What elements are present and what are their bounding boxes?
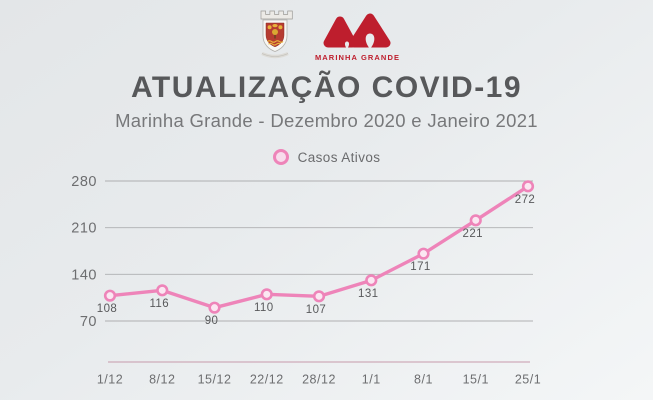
page-title: ATUALIZAÇÃO COVID-19: [130, 71, 523, 104]
page-subtitle: Marinha Grande - Dezembro 2020 e Janeiro…: [115, 110, 538, 131]
chart-legend: Casos Ativos: [0, 149, 653, 165]
svg-text:15/1: 15/1: [463, 373, 489, 387]
logo-row: MARINHA GRANDE: [0, 8, 653, 64]
svg-text:108: 108: [97, 303, 117, 315]
svg-text:70: 70: [80, 314, 97, 330]
svg-text:15/12: 15/12: [198, 373, 232, 387]
svg-text:221: 221: [463, 228, 483, 240]
marinha-grande-logo: MARINHA GRANDE: [314, 12, 402, 62]
svg-text:140: 140: [71, 267, 97, 283]
marinha-grande-m-icon: [323, 13, 390, 49]
svg-text:8/1: 8/1: [414, 373, 433, 387]
logo-wordmark: MARINHA GRANDE: [314, 53, 401, 62]
svg-text:171: 171: [410, 261, 430, 273]
svg-text:90: 90: [205, 315, 219, 327]
svg-text:107: 107: [306, 304, 326, 316]
municipal-crest-icon: [260, 10, 293, 59]
svg-text:131: 131: [358, 288, 378, 300]
svg-text:110: 110: [254, 302, 274, 314]
svg-text:8/12: 8/12: [149, 373, 175, 387]
legend-label: Casos Ativos: [297, 149, 381, 165]
svg-text:22/12: 22/12: [250, 373, 284, 387]
svg-text:28/12: 28/12: [302, 373, 336, 387]
legend-marker-icon: [272, 149, 289, 165]
svg-text:116: 116: [149, 298, 169, 310]
svg-text:280: 280: [71, 174, 97, 190]
svg-text:25/1: 25/1: [515, 373, 541, 387]
svg-text:272: 272: [515, 194, 535, 206]
svg-text:210: 210: [71, 221, 97, 237]
svg-text:1/12: 1/12: [97, 373, 123, 387]
svg-text:1/1: 1/1: [362, 373, 381, 387]
